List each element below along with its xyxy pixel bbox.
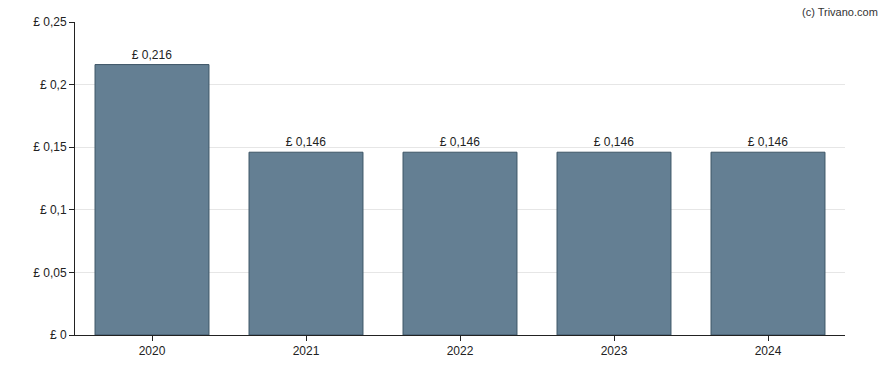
svg-text:£ 0,146: £ 0,146 <box>286 135 326 149</box>
svg-text:2024: 2024 <box>755 344 782 358</box>
svg-text:£ 0,146: £ 0,146 <box>748 135 788 149</box>
svg-text:£ 0,2: £ 0,2 <box>40 78 67 92</box>
svg-text:2022: 2022 <box>447 344 474 358</box>
svg-text:£ 0,15: £ 0,15 <box>33 140 67 154</box>
svg-text:£ 0,216: £ 0,216 <box>132 48 172 62</box>
svg-text:£ 0,146: £ 0,146 <box>440 135 480 149</box>
svg-text:£ 0,146: £ 0,146 <box>594 135 634 149</box>
svg-text:2020: 2020 <box>139 344 166 358</box>
svg-text:£ 0,05: £ 0,05 <box>33 266 67 280</box>
svg-text:2023: 2023 <box>601 344 628 358</box>
svg-text:£ 0,1: £ 0,1 <box>40 203 67 217</box>
svg-text:£ 0,25: £ 0,25 <box>33 15 67 29</box>
svg-text:2021: 2021 <box>293 344 320 358</box>
svg-text:£ 0: £ 0 <box>50 328 67 342</box>
svg-text:(c) Trivano.com: (c) Trivano.com <box>802 6 878 18</box>
